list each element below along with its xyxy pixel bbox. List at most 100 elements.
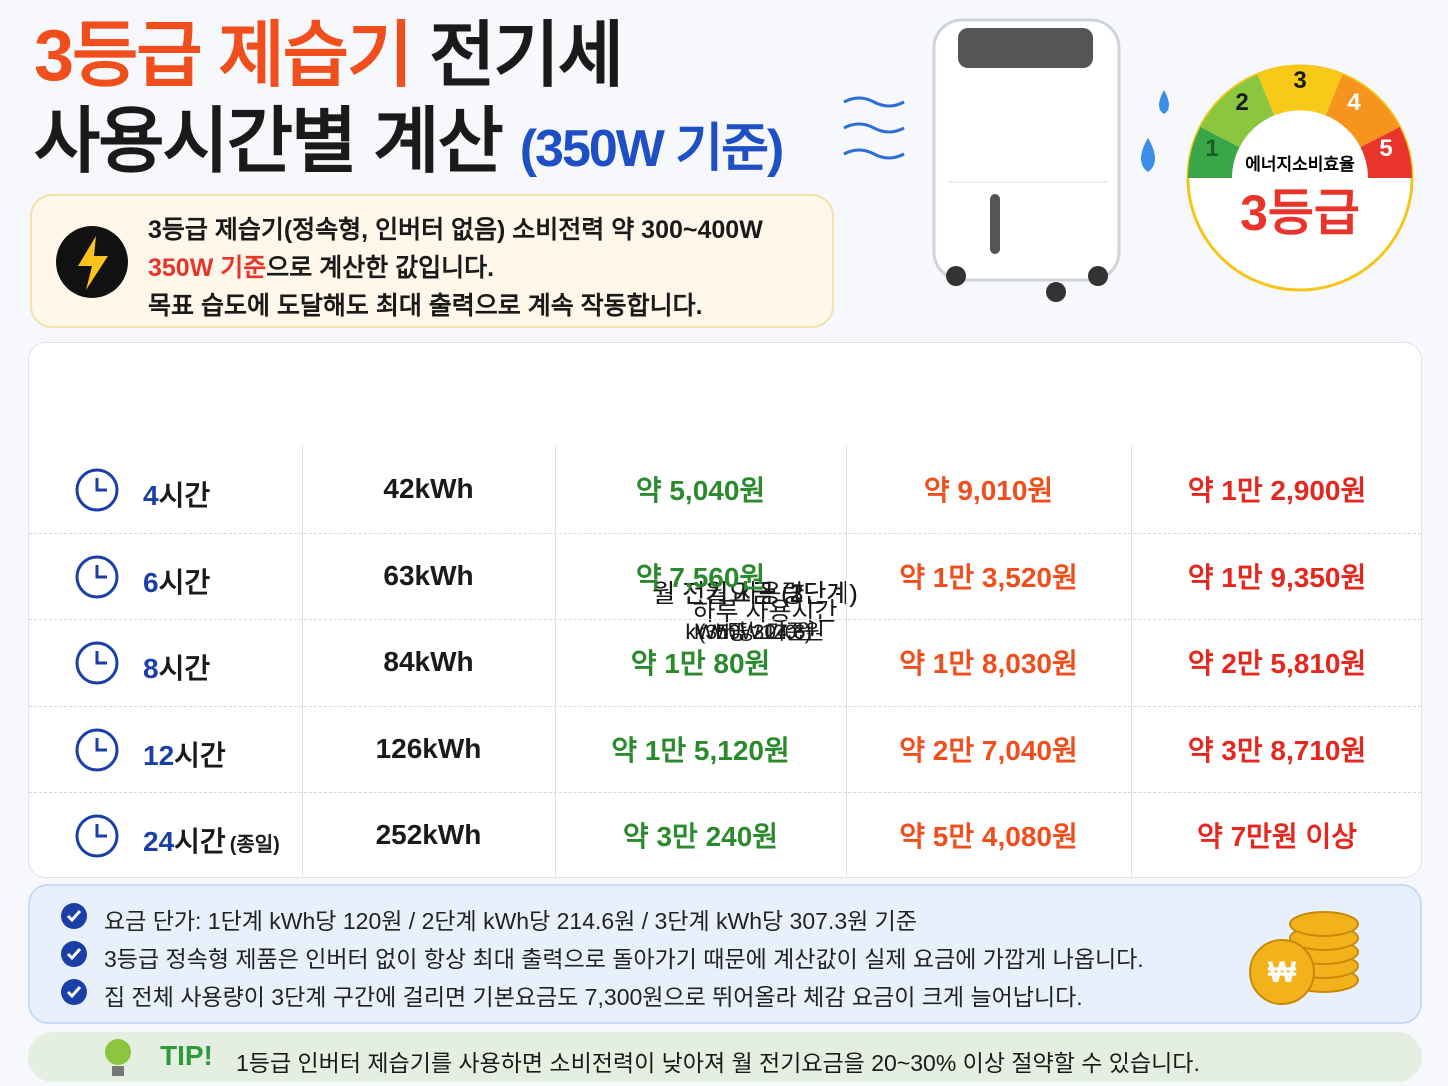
hours-cell: 8시간 xyxy=(29,619,302,705)
clock xyxy=(75,814,119,858)
clock-icon xyxy=(75,728,119,771)
hours-label: 24시간 (종일) xyxy=(143,820,280,860)
table-cell: 약 2만 5,810원 xyxy=(1187,648,1367,679)
clock-icon xyxy=(75,814,119,858)
clock-icon xyxy=(75,641,119,685)
header-sub: kWh당 307.6원 xyxy=(685,621,825,644)
clock-icon xyxy=(75,555,119,598)
check-icon xyxy=(61,979,87,1005)
column-divider xyxy=(555,446,556,877)
table-cell: 약 5만 4,080원 xyxy=(899,821,1078,852)
gauge-level: 1 xyxy=(1205,135,1218,162)
hours-label: 8시간 xyxy=(143,647,210,687)
house xyxy=(51,377,91,413)
info-text: 으로 계산한 값입니다. xyxy=(266,254,495,282)
gauge-label: 에너지소비효율 xyxy=(1245,155,1355,174)
fee-table: 하루 사용시간 월 사용량 (350W 기준) 월 전기요금 (1단계) kWh당 12… xyxy=(28,342,1422,878)
header-title: 월 전기요금 (1단계) xyxy=(652,580,858,608)
hours-number: 6 xyxy=(143,566,159,598)
note-text: 요금 단가: 1단계 kWh당 120원 / 2단계 kWh당 214.6원 /… xyxy=(104,908,917,934)
hours-unit: 시간 xyxy=(174,739,226,771)
table-cell: 126kWh xyxy=(375,732,482,764)
hours-number: 12 xyxy=(143,739,175,771)
clock xyxy=(75,641,119,685)
table-cell: 약 2만 7,040원 xyxy=(899,734,1078,766)
header-sub: (350W 기준) xyxy=(698,621,812,644)
row-divider xyxy=(29,705,1421,707)
tip-label: TIP! xyxy=(160,1040,213,1071)
title-line2-text: 사용시간별 계산 xyxy=(34,102,504,182)
table-cell: 약 1만 3,520원 xyxy=(899,561,1078,593)
clock-hand xyxy=(95,737,107,751)
clock-hand xyxy=(95,478,107,492)
bolt-icon xyxy=(56,226,128,298)
clock-hand xyxy=(95,824,107,838)
check-icon xyxy=(61,903,87,929)
header-icon xyxy=(51,377,91,413)
tip-box: TIP! 1등급 인버터 제습기를 사용하면 소비전력이 낮아져 월 전기요금을… xyxy=(28,1032,1422,1082)
table-cell: 약 1만 80원 xyxy=(630,648,771,679)
table-cell: 약 1만 9,350원 xyxy=(1187,561,1367,593)
table-cell: 84kWh xyxy=(383,646,474,677)
column-divider xyxy=(1131,446,1132,877)
table-cell: 약 7,560원 xyxy=(635,561,766,593)
clock xyxy=(75,468,119,512)
header-title: 월 사용량 xyxy=(705,580,805,608)
title-highlight: 3등급 제습기 xyxy=(34,16,413,96)
header-title: 월 전기요금 (2단계) xyxy=(652,580,858,608)
header-text: 월 전기요금 (1단계) kWh당 120원 xyxy=(29,343,1421,877)
hours-number: 8 xyxy=(143,653,159,684)
header-text: 월 전기요금 (3단계) kWh당 307.6원 xyxy=(29,343,1421,877)
coin-icon: ₩ xyxy=(1249,911,1359,1005)
header-title: 하루 사용시간 xyxy=(692,598,838,626)
bulb-icon xyxy=(105,1039,131,1076)
title-note: (350W 기준) xyxy=(519,120,785,178)
tip-text: 1등급 인버터 제습기를 사용하면 소비전력이 낮아져 월 전기요금을 20~3… xyxy=(236,1050,1200,1076)
hours-unit: 시간 xyxy=(158,653,211,684)
row-divider xyxy=(29,792,1421,793)
gauge-level: 5 xyxy=(1379,135,1392,162)
table-cell: 약 1만 2,900원 xyxy=(1187,475,1367,506)
title-rest: 전기세 xyxy=(429,16,624,96)
table-cell: 약 1만 5,120원 xyxy=(611,734,790,766)
hours-number: 4 xyxy=(143,480,159,511)
check-mark xyxy=(66,986,82,999)
check-icon xyxy=(61,941,87,967)
gauge-grade: 3등급 xyxy=(1240,185,1360,241)
table-cell: 약 7만원 이상 xyxy=(1197,821,1357,852)
header-text: 월 전기요금 (2단계) kWh당 214.6원 xyxy=(29,343,1421,877)
hours-unit: 시간 xyxy=(158,566,211,598)
hours-unit: 시간 xyxy=(158,480,211,511)
hours-cell: 4시간 xyxy=(29,446,302,532)
hours-unit: 시간 xyxy=(174,826,226,857)
svg-text:₩: ₩ xyxy=(1268,956,1297,989)
hours-cell: 6시간 xyxy=(29,533,302,619)
energy-gauge: 12 3 45 에너지소비효율 3등급 xyxy=(1186,64,1414,292)
header-text: 하루 사용시간 xyxy=(29,343,1421,877)
dehumidifier-illustration xyxy=(843,18,1169,302)
row-divider xyxy=(29,619,1421,620)
info-box: 3등급 제습기(정속형, 인버터 없음) 소비전력 약 300~400W 350… xyxy=(30,194,834,328)
header-sub: kWh당 120원 xyxy=(694,621,816,644)
title-line2: 사용시간별 계산 (350W 기준) xyxy=(34,100,785,191)
table-cell: 약 5,040원 xyxy=(635,475,766,506)
info-line: 3등급 제습기(정속형, 인버터 없음) 소비전력 약 300~400W xyxy=(148,216,763,244)
clock xyxy=(75,555,119,598)
clock-icon xyxy=(75,468,119,512)
header-title: 월 전기요금 (3단계) xyxy=(652,580,858,608)
header-sub: kWh당 214.6원 xyxy=(685,621,825,644)
row-divider xyxy=(29,532,1421,534)
info-line: 목표 습도에 도달해도 최대 출력으로 계속 작동합니다. xyxy=(148,292,703,320)
table-cell: 42kWh xyxy=(383,473,474,504)
table-cell: 약 3만 8,710원 xyxy=(1187,734,1367,766)
clock-hand xyxy=(95,651,107,665)
column-divider xyxy=(846,446,847,877)
check-mark xyxy=(66,910,82,923)
hours-note: (종일) xyxy=(229,834,280,856)
clock-hand xyxy=(95,564,107,578)
table-cell: 약 1만 8,030원 xyxy=(899,648,1078,679)
notes-box: ₩ 요금 단가: 1단계 kWh당 120원 / 2단계 kWh당 214.6원… xyxy=(28,884,1422,1024)
gauge-level: 2 xyxy=(1235,89,1248,116)
hours-label: 4시간 xyxy=(143,474,210,514)
